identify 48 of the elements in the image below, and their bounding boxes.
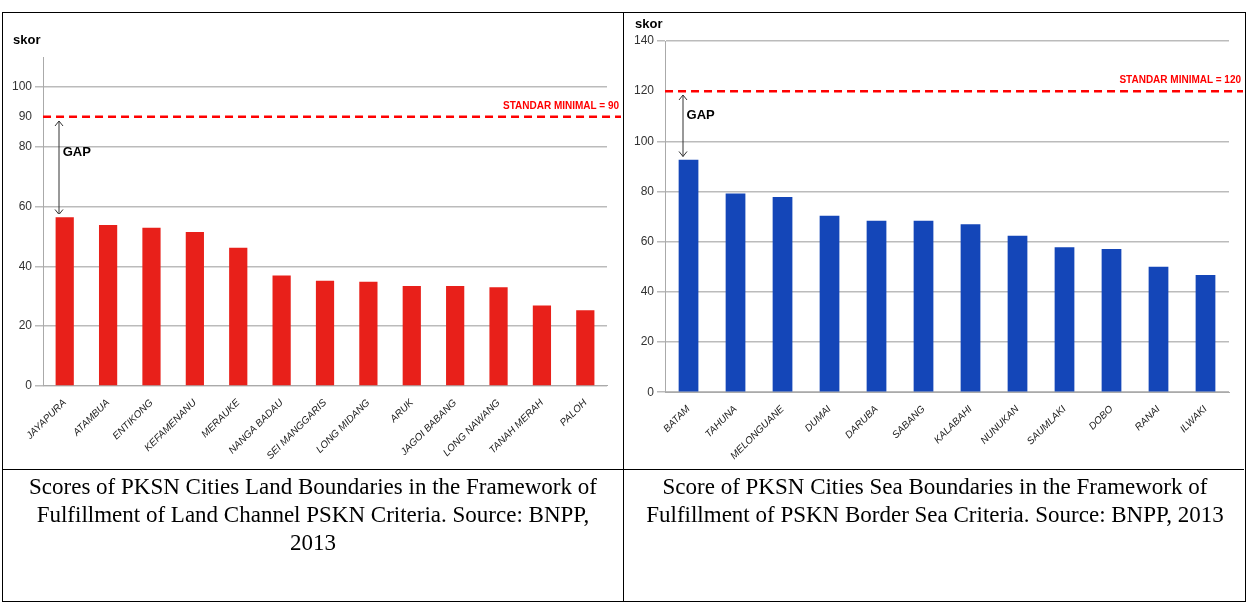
bar <box>725 193 746 392</box>
bar <box>315 280 335 386</box>
bar <box>98 225 118 386</box>
bar <box>55 217 74 386</box>
bar <box>772 197 793 392</box>
y-tick-label: 20 <box>640 334 655 349</box>
bar <box>913 220 934 392</box>
y-tick-label: 100 <box>11 79 33 94</box>
annotation: GAP <box>62 143 92 159</box>
y-axis-title: skor <box>635 16 663 32</box>
text: Score of PKSN Cities Sea Boundaries in the Framework of Fulfillment of PSKN Border Sea Criteria. Source: BNPP, 2013 <box>645 473 1225 529</box>
y-tick-label: 60 <box>640 234 655 249</box>
bar <box>532 305 552 386</box>
bar <box>272 275 291 386</box>
y-tick-label: 0 <box>647 384 655 399</box>
bar <box>489 287 508 386</box>
ref-line-label: STANDAR MINIMAL = 90 <box>502 99 620 111</box>
text: Scores of PKSN Cities Land Boundaries in the Framework of Fulfillment of Land Channel PSKN Criteria. Source: BNPP, 2013 <box>28 473 598 557</box>
y-tick-label: 0 <box>25 378 33 393</box>
bar <box>678 159 699 392</box>
y-tick-label: 40 <box>18 258 33 273</box>
bar <box>960 224 981 392</box>
bar <box>576 310 595 386</box>
annotation: GAP <box>686 106 716 122</box>
y-tick-label: 120 <box>633 83 655 98</box>
bar <box>185 231 204 386</box>
bar <box>446 286 465 386</box>
y-tick-label: 80 <box>18 139 33 154</box>
y-tick-label: 40 <box>640 284 655 299</box>
bar <box>1007 235 1028 392</box>
bar <box>142 227 161 386</box>
y-tick-label: 60 <box>18 198 33 213</box>
bar <box>1148 266 1169 392</box>
bar <box>229 247 248 386</box>
bar <box>866 220 887 392</box>
y-axis-title: skor <box>13 32 41 48</box>
bar <box>402 286 421 386</box>
bar <box>1101 248 1122 392</box>
y-tick-label: 80 <box>640 183 655 198</box>
bar <box>1195 275 1216 392</box>
y-tick-label: 20 <box>18 318 33 333</box>
bar <box>359 281 378 386</box>
bar <box>819 215 840 392</box>
bar <box>1054 247 1075 392</box>
y-tick-label: 140 <box>633 33 655 48</box>
y-tick-label: 100 <box>633 133 655 148</box>
ref-line-label: STANDAR MINIMAL = 120 <box>1119 73 1242 85</box>
y-tick-label: 90 <box>18 109 33 124</box>
